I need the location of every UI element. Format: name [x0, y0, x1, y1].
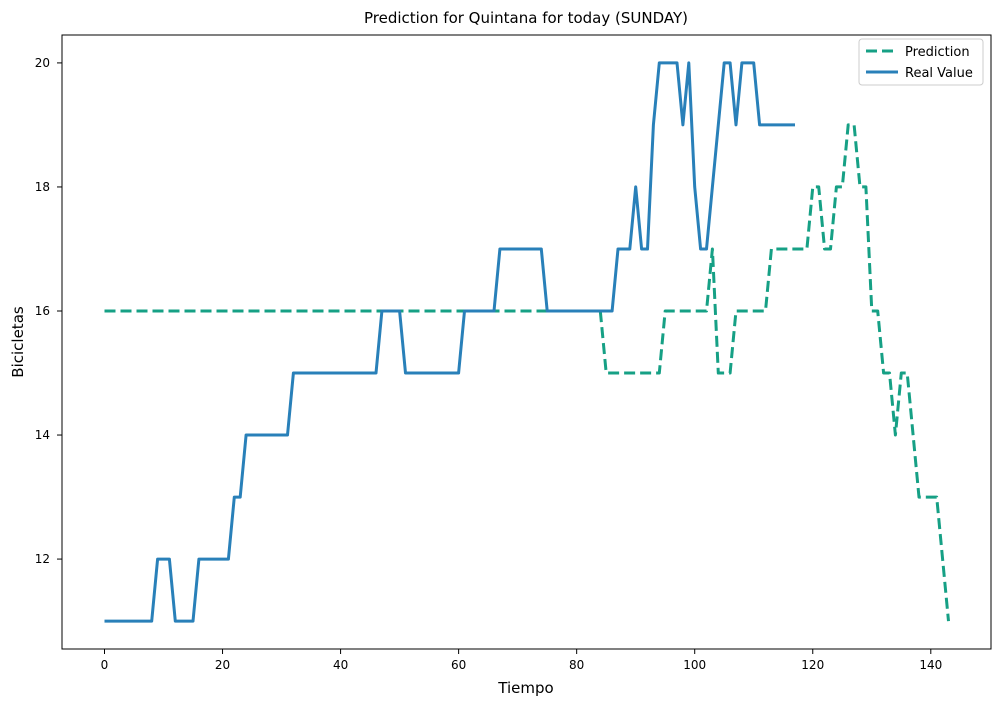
x-tick-label: 60	[451, 658, 466, 672]
y-tick-label: 18	[35, 180, 50, 194]
x-tick-label: 120	[801, 658, 824, 672]
y-tick-label: 20	[35, 56, 50, 70]
y-tick-label: 16	[35, 304, 50, 318]
y-tick-label: 12	[35, 552, 50, 566]
x-tick-label: 100	[683, 658, 706, 672]
x-tick-label: 80	[569, 658, 584, 672]
series-line-real-value	[104, 61, 795, 623]
x-tick-label: 40	[333, 658, 348, 672]
x-tick-label: 0	[101, 658, 109, 672]
series-line-prediction	[104, 123, 950, 622]
x-axis-title: Tiempo	[497, 679, 553, 697]
y-axis-title: Bicicletas	[9, 306, 27, 378]
x-tick-label: 140	[919, 658, 942, 672]
legend: Prediction Real Value	[858, 38, 984, 86]
x-tick-label: 20	[215, 658, 230, 672]
series-layer	[104, 61, 950, 623]
y-tick-label: 14	[35, 428, 50, 442]
x-axis: 0 20 40 60 80 100 120 140	[101, 649, 942, 672]
plot-area	[61, 34, 992, 650]
y-axis: 12 14 16 18 20	[35, 56, 62, 566]
legend-label-prediction: Prediction	[905, 45, 970, 60]
chart-title: Prediction for Quintana for today (SUNDA…	[364, 9, 688, 27]
legend-label-real-value: Real Value	[905, 66, 973, 81]
